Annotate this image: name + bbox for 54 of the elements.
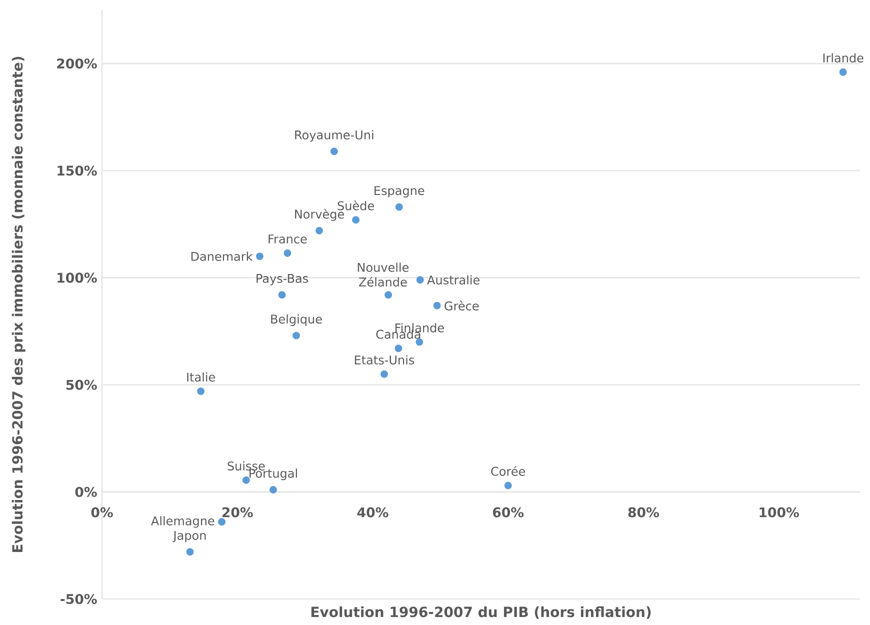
- x-axis-title: Evolution 1996-2007 du PIB (hors inflation): [311, 606, 651, 619]
- point: [394, 344, 402, 352]
- annotation: France: [268, 234, 307, 244]
- point: [292, 332, 300, 340]
- point: [256, 252, 264, 260]
- point: [380, 370, 388, 378]
- annotation: Etats-Unis: [354, 355, 414, 364]
- annotation: Royaume-Uni: [295, 130, 374, 142]
- point: [504, 482, 512, 490]
- point: [433, 302, 441, 310]
- annotation: Corée: [491, 466, 526, 476]
- point: [186, 548, 194, 556]
- point: [197, 388, 205, 395]
- y-tick-label: 0%: [75, 486, 97, 497]
- y-tick-label: 100%: [58, 272, 97, 283]
- y-tick-label: 150%: [58, 166, 97, 176]
- annotation: Suisse: [228, 461, 265, 471]
- point: [416, 338, 424, 346]
- point: [316, 226, 323, 234]
- x-tick-label: 60%: [492, 507, 524, 518]
- y-tick-label: 50%: [66, 380, 97, 390]
- point: [352, 216, 360, 224]
- x-tick-label: 40%: [357, 507, 388, 518]
- annotation: Belgique: [271, 314, 322, 326]
- annotation: Italie: [187, 372, 216, 382]
- point: [416, 276, 424, 284]
- point: [218, 518, 226, 526]
- annotation: Suède: [338, 200, 374, 210]
- x-tick-label: 80%: [628, 507, 659, 518]
- y-tick-label: 200%: [57, 58, 97, 69]
- annotation: Portugal: [250, 468, 297, 480]
- annotation: Nouvelle Zélande: [358, 262, 409, 287]
- point: [395, 203, 403, 211]
- annotation: Irlande: [823, 53, 864, 62]
- point: [242, 476, 250, 484]
- point: [284, 249, 292, 257]
- point: [269, 486, 277, 494]
- annotation: Allemagne: [151, 516, 214, 528]
- annotation: Australie: [427, 275, 480, 285]
- point: [278, 291, 286, 299]
- annotation: Grèce: [444, 300, 479, 310]
- annotation: Norvège: [295, 208, 344, 221]
- x-tick-label: 100%: [760, 507, 799, 518]
- x-tick-label: 20%: [222, 507, 253, 518]
- point: [384, 291, 392, 299]
- point: [839, 68, 847, 76]
- y-tick-label: -50%: [60, 594, 97, 604]
- x-tick-label: 0%: [91, 507, 113, 518]
- annotation: Pays-Bas: [256, 274, 308, 286]
- annotation: Danemark: [191, 252, 253, 261]
- annotation: Espagne: [374, 186, 424, 198]
- annotation: Japon: [172, 531, 206, 542]
- point: [330, 148, 338, 156]
- y-axis-title: Evolution 1996-2007 des prix immobiliers (monnaie constante): [12, 56, 26, 552]
